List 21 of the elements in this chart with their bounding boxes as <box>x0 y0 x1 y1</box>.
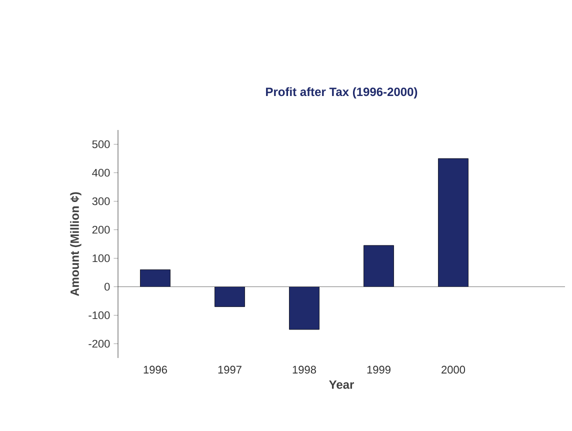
y-tick-label: 300 <box>92 197 110 206</box>
bar <box>438 158 468 287</box>
x-tick-label: 1996 <box>144 366 167 374</box>
bar <box>289 286 320 330</box>
y-tick-label: -100 <box>88 311 110 320</box>
y-tick-label: 500 <box>92 140 110 148</box>
bar <box>140 269 170 287</box>
x-tick-label: 1999 <box>367 366 390 374</box>
x-tick-label: 1998 <box>292 366 316 374</box>
x-axis-title: Year <box>329 380 354 389</box>
bar <box>214 286 245 307</box>
y-tick-label: 200 <box>92 226 110 234</box>
y-tick-label: 400 <box>92 168 110 177</box>
y-tick-label: -200 <box>88 340 110 348</box>
y-tick-label: 0 <box>104 282 110 291</box>
y-axis-title: Amount (Million ¢) <box>70 192 82 296</box>
y-tick-label: 100 <box>92 254 110 262</box>
chart-title: Profit after Tax (1996-2000) <box>266 87 418 98</box>
bar <box>364 245 394 287</box>
x-tick-label: 2000 <box>442 366 466 374</box>
x-tick-label: 1997 <box>218 366 242 374</box>
